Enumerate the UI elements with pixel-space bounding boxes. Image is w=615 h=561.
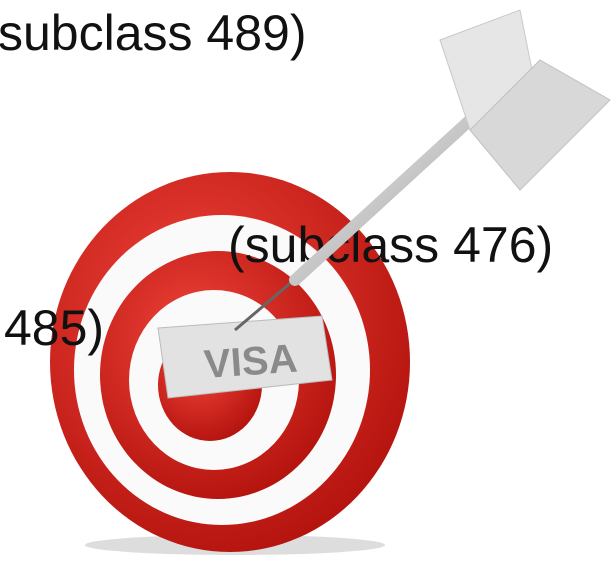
badge-text: VISA [203,337,299,387]
text-line: (subclass 476) [228,217,553,273]
slide: subclass 489) (subclass 476) 485) VISA [0,0,615,561]
text-line: 485) [4,300,104,356]
text-line: subclass 489) [0,5,307,61]
page: subclass 489) (subclass 476) 485) VISA (… [0,0,615,561]
